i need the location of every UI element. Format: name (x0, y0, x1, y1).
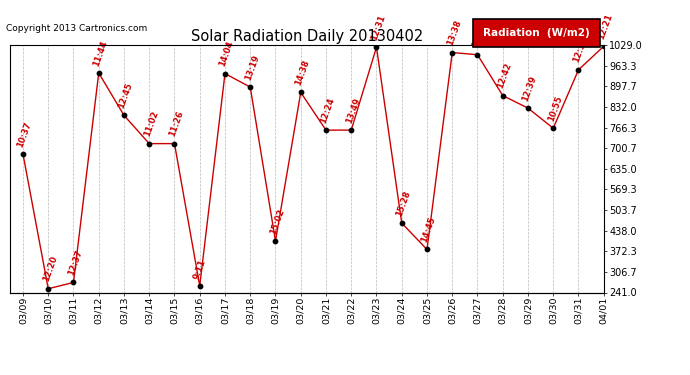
Text: 12:45: 12:45 (117, 81, 135, 110)
Point (245, 84, 256, 90)
Text: 13:03: 13:03 (471, 21, 488, 49)
Text: 13:38: 13:38 (445, 19, 462, 47)
Point (169, 141, 180, 147)
Point (194, 283, 205, 289)
Text: 14:04: 14:04 (218, 40, 235, 68)
Point (43, 286, 54, 292)
Text: 13:49: 13:49 (344, 96, 362, 124)
Text: 15:28: 15:28 (395, 189, 412, 217)
Point (497, 93, 509, 99)
Text: 9:11: 9:11 (193, 258, 208, 280)
Point (68, 279, 79, 285)
Text: 12:42: 12:42 (495, 62, 513, 90)
Text: 12:39: 12:39 (521, 74, 538, 102)
Text: 12:24: 12:24 (319, 96, 337, 124)
Point (396, 220, 407, 226)
Point (320, 127, 331, 133)
Text: 13:19: 13:19 (243, 53, 261, 81)
Point (446, 50, 457, 55)
Point (119, 112, 130, 118)
Point (573, 67, 584, 73)
Point (522, 105, 533, 111)
Point (422, 246, 433, 252)
Point (17, 151, 28, 157)
Text: 10:37: 10:37 (16, 120, 33, 148)
Text: 15:02: 15:02 (268, 207, 286, 236)
Text: 11:26: 11:26 (167, 110, 185, 138)
Text: 12:37: 12:37 (66, 249, 84, 277)
Point (371, 44, 382, 50)
Point (598, 43, 609, 49)
Point (270, 238, 281, 244)
Point (346, 127, 357, 133)
Text: 11:02: 11:02 (142, 110, 159, 138)
Text: 12:21: 12:21 (597, 12, 614, 40)
Text: Copyright 2013 Cartronics.com: Copyright 2013 Cartronics.com (6, 24, 147, 33)
Text: 11:44: 11:44 (92, 39, 109, 67)
Text: 14:38: 14:38 (293, 58, 311, 87)
Point (472, 52, 483, 58)
Title: Solar Radiation Daily 20130402: Solar Radiation Daily 20130402 (191, 29, 423, 44)
Text: 12:20: 12:20 (41, 255, 59, 283)
Point (93, 70, 104, 76)
Point (219, 70, 230, 76)
Text: 14:45: 14:45 (420, 216, 437, 244)
Point (144, 141, 155, 147)
Text: Radiation  (W/m2): Radiation (W/m2) (483, 28, 590, 38)
Text: 10:55: 10:55 (546, 94, 564, 123)
Text: 12:31: 12:31 (369, 13, 387, 42)
Point (548, 125, 559, 131)
Point (295, 89, 306, 95)
Text: 12:30: 12:30 (571, 36, 589, 64)
